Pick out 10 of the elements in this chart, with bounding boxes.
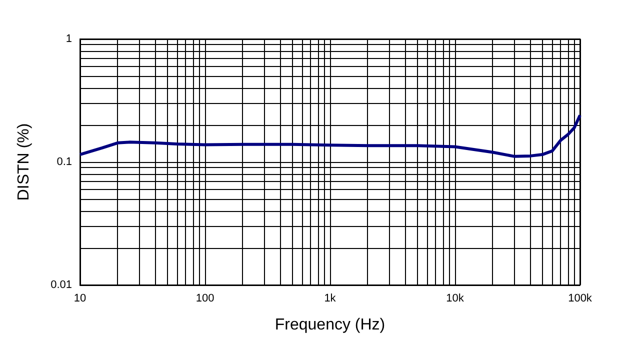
x-axis-title: Frequency (Hz) [274,316,386,334]
x-tick-label: 10k [446,292,464,304]
y-tick-label: 0.01 [50,279,72,291]
x-tick-label: 100k [568,292,592,304]
x-tick-label: 100 [196,292,214,304]
y-axis-title: DISTN (%) [16,123,32,201]
y-tick-label: 1 [66,33,72,45]
x-tick-label: 10 [74,292,86,304]
y-tick-label: 0.1 [56,156,72,168]
x-tick-label: 1k [324,292,336,304]
